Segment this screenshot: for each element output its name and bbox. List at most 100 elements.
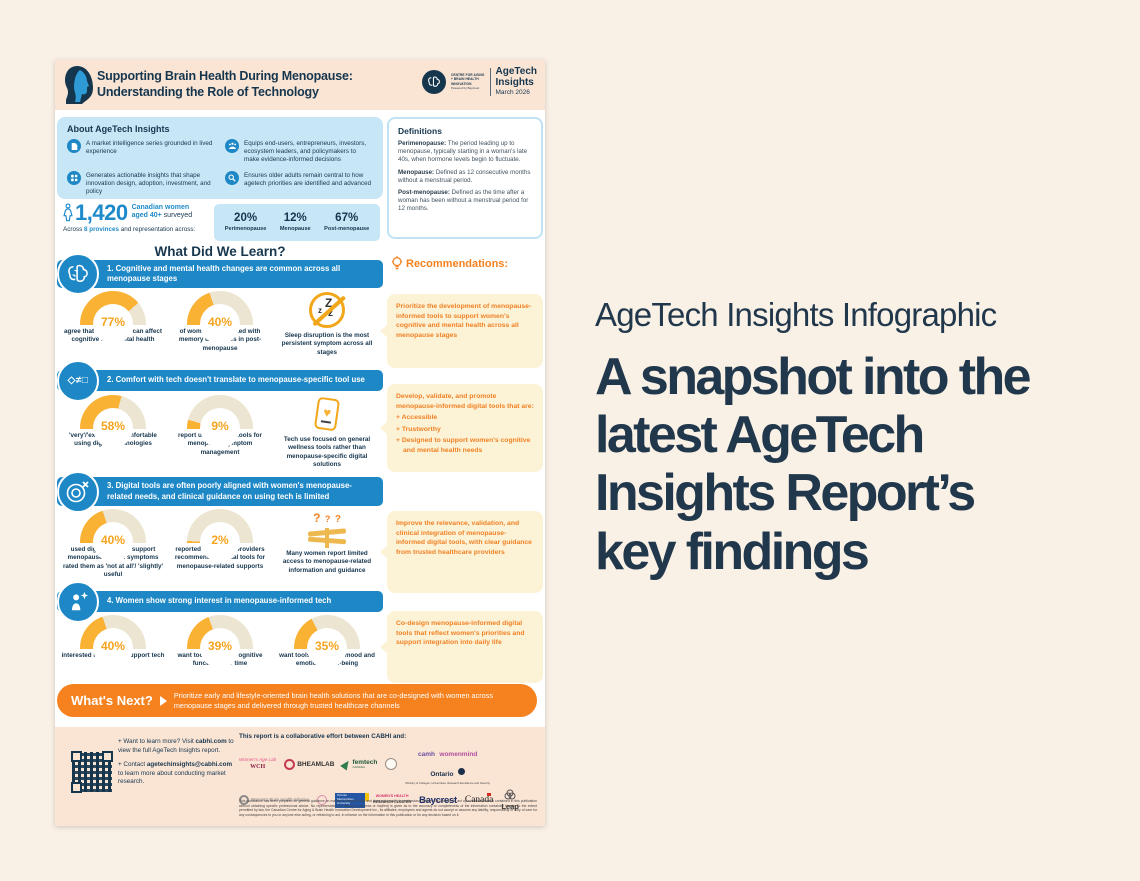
definition-text: Defined as 12 consecutive months without… (398, 168, 531, 184)
section-1-banner: 1. Cognitive and mental health changes a… (57, 253, 383, 295)
leap-circles-icon (504, 789, 516, 800)
cabhi-link[interactable]: cabhi.com (195, 738, 227, 745)
recommendation-text: Improve the relevance, validation, and c… (396, 520, 532, 556)
stage-pct: 67% (335, 212, 359, 225)
recommendation-text: Develop, validate, and promote menopause… (396, 393, 534, 410)
contact-email-link[interactable]: agetechinsights@cabhi.com (146, 761, 233, 768)
logo-baycrest: Baycrest (419, 794, 457, 806)
survey-unit: Canadian women (131, 204, 190, 211)
section-4-title: 4. Women show strong interest in menopau… (107, 596, 332, 606)
phone-shape: ♥ (313, 396, 341, 432)
logo-text: WOMEN'S HEALTH (375, 794, 409, 799)
about-item-text: Ensures older adults remain central to h… (244, 171, 372, 187)
poster-title-line2: Understanding the Role of Technology (97, 84, 319, 99)
logo-womens-brain-health: Women's Brain Health Initiative (239, 795, 309, 806)
about-title: About AgeTech Insights (67, 124, 170, 134)
no-sleep-icon-circle: Z z z (309, 292, 346, 328)
stat-item: 77% agree that menopause can affect cogn… (61, 291, 165, 357)
definition-term: Perimenopause: (398, 140, 447, 147)
caption-kicker: AgeTech Insights Infographic (595, 296, 997, 333)
section-2-title: 2. Comfort with tech doesn't translate t… (107, 375, 365, 385)
logo-text: RESEARCH CLUSTER (372, 800, 412, 805)
ring-logo-icon (284, 758, 296, 770)
gauge-chart: 2% (187, 509, 253, 562)
z-glyph: Z (325, 296, 333, 310)
brand-line: AgeTech (495, 66, 538, 77)
section-3-banner: 3. Digital tools are often poorly aligne… (57, 470, 383, 513)
recommendation-bullet: + Trustworthy (396, 425, 441, 433)
section-3-stats: 40% used digital tools to support menopa… (57, 509, 383, 579)
org-line: CENTRE FOR AGING (450, 73, 485, 78)
gauge-chart: 9% (187, 395, 253, 448)
about-item: Equips end-users, entrepreneurs, investo… (225, 139, 373, 165)
signpost-pole (325, 527, 329, 548)
stat-item: 40% of women are affected with memory di… (168, 291, 272, 357)
gauge-hole (307, 628, 347, 668)
recommendation-text: Prioritize the development of menopause-… (396, 303, 532, 339)
stat-item: Z z z Sleep disruption is the most persi… (275, 291, 379, 357)
recommendation-text: Co-design menopause-informed digital too… (396, 620, 525, 647)
across-post: and representation across: (119, 225, 196, 233)
crest-logo-icon (385, 758, 398, 771)
logo-camh-ontario: camh womenmind Ontario Ministry of Colle… (405, 743, 490, 785)
qr-finder (71, 782, 82, 793)
section-3-title: 3. Digital tools are often poorly aligne… (107, 481, 352, 501)
learn-text: to view the full AgeTech Insights report… (118, 738, 234, 754)
logo-leap: Leap (501, 789, 519, 811)
about-item-text: Generates actionable insights that shape… (86, 171, 211, 195)
logo-text: womenmind (439, 751, 478, 758)
section-4-banner: 4. Women show strong interest in menopau… (57, 580, 383, 623)
collaborators-title: This report is a collaborative effort be… (239, 733, 407, 740)
brain-ring-icon (239, 795, 249, 806)
logo-text: WCH (250, 764, 266, 771)
headline-line: A snapshot into the (595, 348, 1032, 406)
org-chart-icon (67, 170, 81, 185)
stage-stat: 20% Perimenopause (225, 213, 267, 232)
signpost-questions-icon: ? ? ? (275, 509, 379, 548)
cabhi-brain-logo-icon (421, 69, 446, 94)
logo-row-2: Women's Brain Health Initiative Toronto … (239, 789, 537, 811)
logo-text: camh (417, 751, 435, 758)
stat-item: 40% interested in lifestyle-support tech (61, 615, 165, 669)
survey-unit: aged 40+ (131, 212, 162, 220)
about-section: About AgeTech Insights A market intellig… (57, 117, 383, 199)
gauge-chart: 35% (294, 615, 360, 668)
brand-date: March 2026 (495, 89, 530, 96)
header-logo-group: CENTRE FOR AGING + BRAIN HEALTH INNOVATI… (421, 66, 538, 97)
phone-heart-icon: ♥ (275, 395, 379, 433)
stage-label: Menopause (279, 225, 311, 232)
qr-code (71, 751, 113, 793)
stage-pct: 20% (234, 212, 258, 225)
gauge-chart: 40% (80, 615, 146, 668)
logo-text: Leap (501, 802, 519, 812)
headline-line: latest AgeTech (595, 406, 925, 465)
logo-text: femtech (352, 758, 378, 766)
caption-headline: A snapshot into the latest AgeTech Insig… (595, 348, 1105, 581)
across-highlight: 8 provinces (84, 225, 119, 233)
logo-text: Women's Brain Health Initiative (251, 796, 309, 802)
section-4-stats: 40% interested in lifestyle-support tech… (57, 615, 383, 669)
heart-glyph: ♥ (322, 404, 333, 420)
section-1-stats: 77% agree that menopause can affect cogn… (57, 291, 383, 357)
logo-text: BHEAMLAB (297, 760, 335, 768)
poster-footer: + Want to learn more? Visit cabhi.com to… (55, 727, 545, 826)
stat-item: ? ? ? Many women report limited access t… (275, 509, 379, 579)
gauge-value: 40% (207, 315, 233, 329)
definitions-box: Definitions Perimenopause: The period le… (387, 117, 543, 239)
section-2-stats: 58% 'very'/'extremely' comfortable using… (57, 395, 383, 469)
logo-whrc: WOMEN'S HEALTH RESEARCH CLUSTER (372, 794, 412, 805)
phone-bar (320, 419, 332, 424)
logo-femtech-canada: femtech CANADA (340, 758, 378, 771)
survey-count-labels: Canadian women aged 40+ surveyed (132, 203, 193, 220)
leaf-icon (340, 758, 353, 771)
stat-item: ♥ Tech use focused on general wellness t… (275, 395, 379, 469)
definition-text: The period leading up to menopause, typi… (398, 140, 528, 164)
stat-item: 2% reported healthcare providers recomme… (168, 509, 272, 579)
section-1-title: 1. Cognitive and mental health changes a… (107, 263, 341, 283)
across-pre: Across (63, 225, 84, 233)
signpost-shape: ? ? ? (305, 509, 349, 548)
survey-stats: 1,420 Canadian women aged 40+ surveyed A… (57, 202, 383, 243)
gauge-value: 35% (314, 639, 340, 653)
learn-text: to learn more about conducting market re… (118, 769, 226, 786)
learn-text: + Want to learn more? Visit (118, 738, 196, 745)
